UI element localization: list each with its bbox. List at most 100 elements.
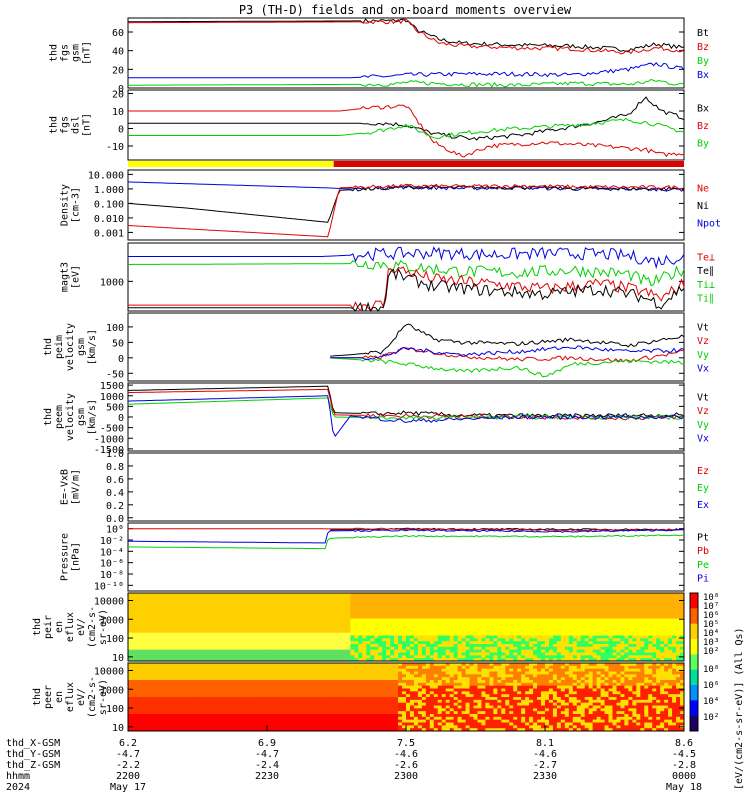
spectrogram-cell: [215, 677, 220, 681]
spectrogram-cell: [334, 685, 339, 689]
spectrogram-cell: [477, 635, 482, 639]
spectrogram-cell: [477, 638, 482, 642]
spectrogram-cell: [131, 649, 137, 653]
spectrogram-cell: [421, 649, 427, 653]
spectrogram-cell: [616, 658, 621, 662]
spectrogram-cell: [298, 702, 304, 706]
spectrogram-cell: [243, 635, 248, 639]
spectrogram-cell: [326, 607, 332, 611]
spectrogram-cell: [556, 612, 562, 617]
spectrogram-cell: [358, 598, 363, 602]
spectrogram-cell: [529, 635, 534, 639]
spectrogram-cell: [223, 638, 228, 642]
spectrogram-cell: [294, 699, 300, 704]
spectrogram-cell: [656, 627, 661, 631]
spectrogram-cell: [155, 627, 161, 631]
spectrogram-cell: [306, 612, 312, 617]
spectrogram-cell: [159, 714, 165, 718]
spectrogram-cell: [302, 610, 308, 614]
spectrogram-cell: [195, 655, 200, 659]
spectrogram-cell: [306, 668, 312, 672]
spectrogram-cell: [350, 685, 355, 689]
spectrogram-cell: [366, 615, 371, 619]
spectrogram-cell: [346, 655, 351, 659]
spectrogram-cell: [350, 719, 355, 723]
spectrogram-cell: [322, 668, 328, 672]
spectrogram-cell: [652, 627, 657, 631]
spectrogram-cell: [616, 627, 621, 631]
spectrogram-cell: [501, 598, 506, 602]
spectrogram-cell: [612, 641, 617, 645]
spectrogram-cell: [441, 621, 447, 625]
spectrogram-cell: [628, 621, 633, 625]
spectrogram-cell: [199, 595, 204, 600]
spectrogram-cell: [497, 624, 502, 628]
y-axis-label-line: velocity: [65, 323, 76, 371]
spectrogram-cell: [330, 610, 336, 614]
spectrogram-cell: [580, 658, 586, 662]
spectrogram-cell: [151, 722, 157, 726]
spectrogram-cell: [342, 644, 347, 648]
spectrogram-cell: [402, 624, 407, 628]
spectrogram-cell: [159, 624, 165, 628]
spectrogram-cell: [338, 708, 343, 712]
spectrogram-cell: [322, 618, 328, 622]
spectrogram-cell: [227, 646, 232, 651]
spectrogram-cell: [183, 604, 189, 608]
spectrogram-cell: [163, 682, 169, 687]
spectrogram-cell: [545, 604, 550, 608]
spectrogram-cell: [548, 618, 554, 622]
spectrogram-cell: [596, 638, 602, 642]
spectrogram-cell: [413, 621, 419, 625]
spectrogram-cell: [143, 722, 149, 726]
spectrogram-cell: [298, 716, 304, 721]
spectrogram-cell: [179, 668, 185, 672]
spectrogram-cell: [267, 621, 272, 625]
spectrogram-cell: [191, 652, 197, 656]
spectrogram-cell: [128, 638, 133, 642]
spectrogram-cell: [270, 665, 276, 670]
spectrogram-cell: [477, 646, 482, 651]
spectrogram-cell: [274, 612, 280, 617]
spectrogram-cell: [628, 615, 633, 619]
spectrogram-cell: [402, 612, 407, 617]
spectrogram-cell: [278, 607, 284, 611]
spectrogram-cell: [183, 627, 189, 631]
spectrogram-cell: [231, 615, 236, 619]
spectrogram-cell: [191, 607, 197, 611]
spectrogram-cell: [227, 612, 232, 617]
spectrogram-cell: [183, 621, 189, 625]
spectrogram-cell: [211, 674, 216, 678]
spectrogram-cell: [548, 658, 554, 662]
spectrogram-cell: [433, 655, 439, 659]
spectrogram-cell: [274, 688, 280, 692]
spectrogram-cell: [374, 655, 379, 659]
spectrogram-cell: [263, 638, 268, 642]
spectrogram-cell: [525, 615, 530, 619]
spectrogram-cell: [461, 612, 467, 617]
spectrogram-cell: [243, 714, 248, 718]
spectrogram-cell: [604, 604, 610, 608]
spectrogram-cell: [461, 610, 467, 614]
spectrogram-cell: [306, 595, 312, 600]
spectrogram-cell: [235, 607, 240, 611]
spectrogram-cell: [294, 618, 300, 622]
spectrogram-cell: [437, 610, 443, 614]
spectrogram-cell: [529, 627, 534, 631]
spectrogram-cell: [525, 658, 530, 662]
spectrogram-cell: [298, 615, 304, 619]
spectrogram-cell: [314, 725, 320, 729]
spectrogram-cell: [139, 632, 145, 636]
spectrogram-cell: [231, 649, 236, 653]
spectrogram-cell: [620, 638, 625, 642]
spectrogram-cell: [620, 646, 625, 651]
spectrogram-cell: [167, 728, 173, 732]
spectrogram-cell: [429, 618, 435, 622]
spectrogram-cell: [274, 663, 280, 667]
spectrogram-cell: [139, 674, 145, 678]
spectrogram-cell: [128, 716, 133, 721]
spectrogram-cell: [235, 632, 240, 636]
spectrogram-cell: [664, 612, 669, 617]
spectrogram-cell: [175, 691, 181, 695]
spectrogram-cell: [302, 691, 308, 695]
